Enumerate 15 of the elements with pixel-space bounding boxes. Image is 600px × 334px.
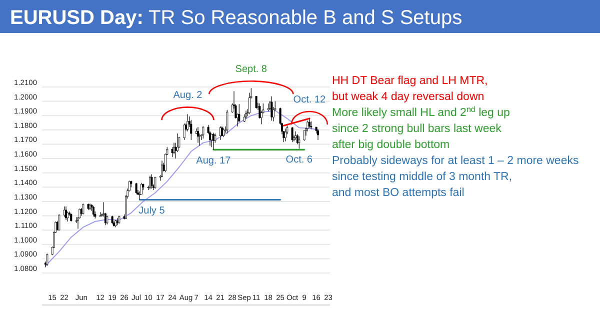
annotation: July 5 xyxy=(138,206,166,217)
text: since 2 strong bull bars last week xyxy=(332,123,502,135)
chart-title: EURUSD Day: TR So Reasonable B and S Setups xyxy=(10,7,462,29)
annotation: Sept. 8 xyxy=(235,64,268,76)
annotation: Aug. 17 xyxy=(196,156,232,167)
text: Probably sideways for at least 1 – 2 more weeks xyxy=(332,155,579,167)
text: HH DT Bear flag and LH MTR, xyxy=(332,75,488,87)
text: and most BO attempts fail xyxy=(332,187,464,199)
annotation: Oct. 6 xyxy=(286,154,313,166)
text: since testing middle of 3 month TR, xyxy=(332,171,512,183)
text: More likely small HL and 2$^{nd}$ leg up xyxy=(332,104,510,119)
annotation: Oct. 12 xyxy=(293,94,326,106)
text: after big double bottom xyxy=(332,139,450,151)
text: but weak 4 day reversal down xyxy=(332,91,484,103)
annotation: Aug. 2 xyxy=(173,90,203,102)
